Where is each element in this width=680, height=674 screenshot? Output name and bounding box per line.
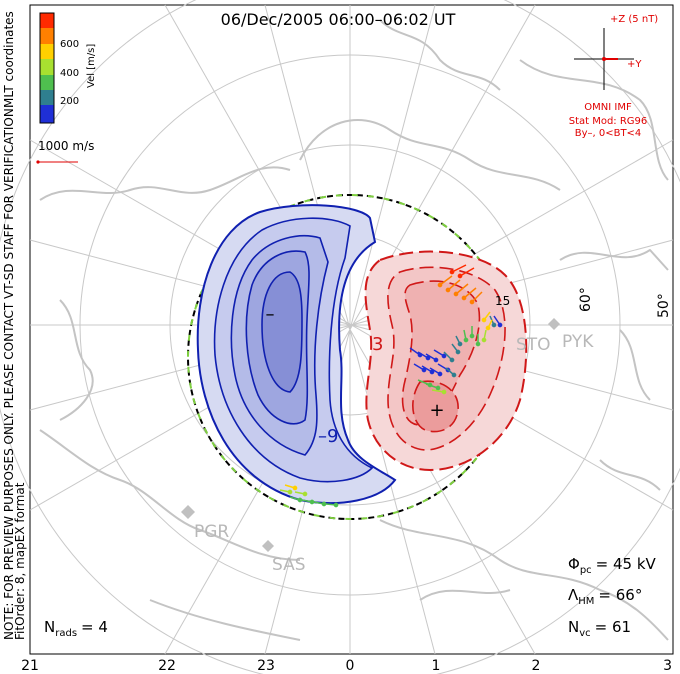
svg-text:ΛHM= 66°: ΛHM = 66° — [568, 586, 642, 607]
colorbar-tick-400: 400 — [60, 68, 79, 79]
stat-n-rads: Nrads = 4 — [44, 618, 108, 639]
colorbar-label: Vel [m/s] — [86, 44, 97, 88]
stat-model-label: Stat Mod: RG96 — [569, 116, 648, 127]
velocity-scale-dot — [36, 160, 40, 164]
mlt-tick-2: 2 — [532, 658, 541, 674]
latitude-label-60: 60° — [578, 287, 594, 312]
mlt-tick-21: 21 — [21, 658, 39, 674]
potential-max-marker: + — [429, 400, 444, 421]
negative-cell — [196, 204, 397, 505]
mlt-tick-1: 1 — [432, 658, 441, 674]
mlt-tick-22: 22 — [158, 658, 176, 674]
plot-title: 06/Dec/2005 06:00–06:02 UT — [221, 10, 456, 29]
colorbar: 600 400 200 Vel [m/s] — [39, 12, 97, 124]
station-pyk-label: PYK — [562, 332, 594, 352]
contour-label-pos: 3 — [372, 334, 383, 355]
mlt-tick-0: 0 — [346, 658, 355, 674]
svg-text:Nrads= 4: Nrads = 4 — [44, 618, 108, 639]
imf-source: OMNI IMF — [584, 102, 632, 113]
stat-n-vc: Nvc = 61 — [568, 618, 631, 639]
velocity-scale-label: 1000 m/s — [38, 139, 94, 153]
contour-label-pos2: 15 — [495, 294, 510, 308]
station-sas-marker — [262, 540, 274, 552]
station-sas-label: SAS — [272, 555, 306, 575]
potential-min-marker: – — [266, 304, 275, 325]
station-sto-label: STO — [516, 335, 551, 355]
contour-label-neg: –9 — [318, 426, 338, 447]
coords-label: MLT coordinates — [2, 11, 16, 108]
preview-notice: NOTE: FOR PREVIEW PURPOSES ONLY. PLEASE … — [2, 104, 16, 640]
latitude-label-50: 50° — [656, 293, 672, 318]
contour-core-pos — [412, 380, 459, 433]
positive-cell — [364, 250, 528, 472]
mlt-tick-3: 3 — [663, 658, 672, 674]
colorbar-tick-200: 200 — [60, 96, 79, 107]
imf-y-label: +Y — [627, 59, 642, 70]
svg-text:Φpc= 45 kV: Φpc = 45 kV — [568, 555, 657, 576]
contour-core-neg — [261, 271, 303, 393]
mlt-tick-23: 23 — [257, 658, 275, 674]
stat-phi-pc: Φpc = 45 kV — [568, 555, 657, 576]
station-markers — [181, 318, 560, 552]
map-frame — [29, 4, 674, 655]
colorbar-tick-600: 600 — [60, 39, 79, 50]
mlt-axis: 21 22 23 0 1 2 3 — [21, 658, 672, 674]
stat-lambda-hm: ΛHM = 66° — [568, 586, 642, 607]
station-pgr-marker — [181, 505, 195, 519]
station-pgr-label: PGR — [194, 522, 229, 542]
fit-order-label: FitOrder: 8, mapEX format — [13, 482, 27, 640]
imf-dial — [574, 28, 634, 90]
svg-text:Nvc= 61: Nvc = 61 — [568, 618, 631, 639]
imf-z-label: +Z (5 nT) — [610, 14, 658, 25]
station-pyk-marker — [548, 318, 560, 330]
coastlines — [39, 19, 669, 641]
stat-model-bin: By–, 0<BT<4 — [575, 128, 642, 139]
velocity-vectors — [279, 264, 503, 508]
